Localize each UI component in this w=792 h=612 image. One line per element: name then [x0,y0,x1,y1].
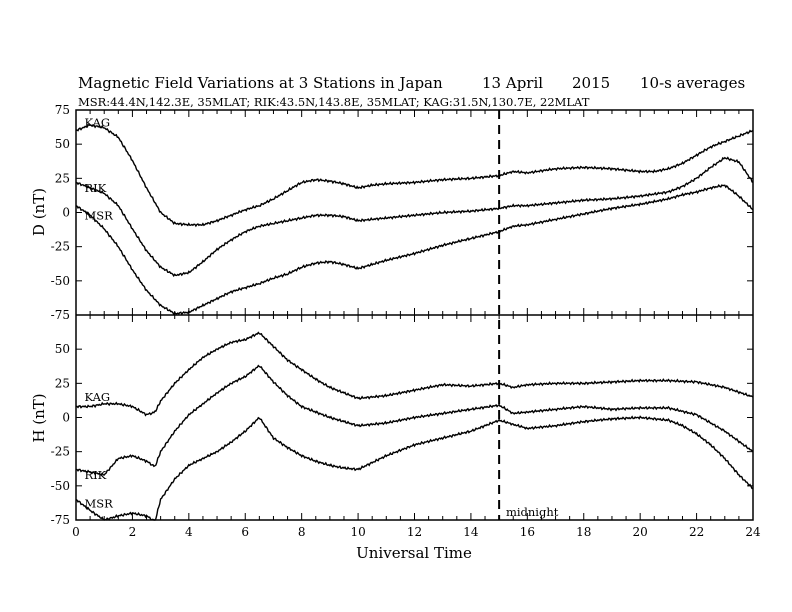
xtick-label: 10 [350,525,365,539]
chart-title-year: 2015 [572,74,610,92]
ytick-label: 25 [55,171,70,185]
xtick-label: 22 [689,525,704,539]
series-line-D-msr [75,184,754,316]
chart-title: Magnetic Field Variations at 3 Stations … [78,74,443,92]
xtick-label: 8 [298,525,306,539]
xtick-label: 4 [185,525,193,539]
ytick-label: 75 [55,103,70,117]
ytick-label: -50 [51,274,70,288]
ytick-label: 0 [62,206,70,220]
xtick-label: 18 [576,525,591,539]
ytick-label: 50 [55,137,70,151]
ytick-label: -25 [51,240,70,254]
ytick-label: 25 [55,376,70,390]
series-label-kag: KAG [84,390,110,404]
ytick-label: 50 [55,342,70,356]
series-label-msr: MSR [84,208,113,222]
series-line-D-kag [75,123,754,228]
ytick-label: 0 [62,411,70,425]
xtick-label: 20 [633,525,648,539]
series-line-H-msr [75,415,754,521]
series-line-D-rik [75,156,754,278]
ytick-label: -75 [51,513,70,527]
h-axis-title: H (nT) [30,393,48,442]
series-labels: KAG RIK MSR KAG RIK MSR midnight [84,115,558,519]
xtick-label: 12 [407,525,422,539]
ytick-label: -50 [51,479,70,493]
xtick-label: 24 [745,525,761,539]
data-series [75,110,754,521]
xtick-label: 0 [72,525,80,539]
ytick-label: -75 [51,308,70,322]
chart-title-date: 13 April [482,74,543,92]
xtick-label: 16 [520,525,535,539]
chart-subtitle: MSR:44.4N,142.3E, 35MLAT; RIK:43.5N,143.… [78,95,590,109]
series-label-msr: MSR [84,497,113,511]
series-line-H-rik [75,364,754,476]
series-line-H-kag [75,331,754,417]
x-axis-title: Universal Time [356,544,472,562]
xtick-label: 2 [129,525,137,539]
series-label-rik: RIK [84,468,106,482]
series-label-kag: KAG [84,115,110,129]
ytick-label: -25 [51,445,70,459]
midnight-annotation: midnight [506,505,559,519]
chart-title-averaging: 10-s averages [640,74,745,92]
series-label-rik: RIK [84,181,106,195]
xtick-label: 6 [241,525,249,539]
xtick-label: 14 [463,525,479,539]
d-axis-title: D (nT) [30,188,48,236]
